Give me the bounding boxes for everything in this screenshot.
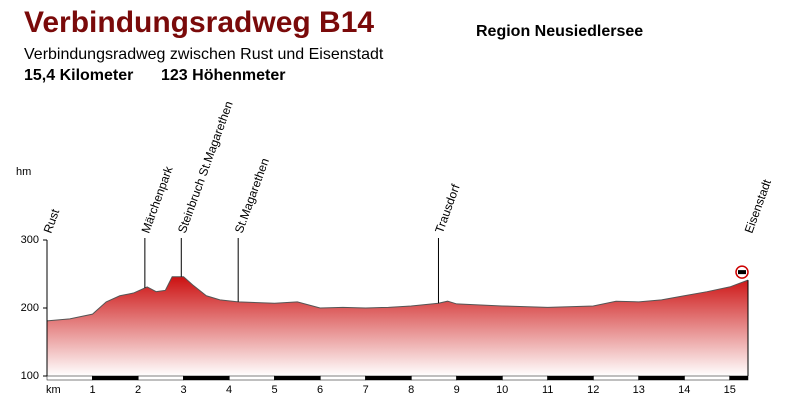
profile-line	[46, 276, 749, 322]
km-bar	[183, 375, 230, 381]
km-bar	[46, 375, 93, 381]
y-tick-label: 200	[21, 302, 39, 314]
km-bar	[456, 375, 503, 381]
x-tick-label: 2	[135, 384, 141, 396]
km-bar	[729, 375, 749, 381]
km-bar	[684, 375, 731, 381]
km-bar	[501, 375, 548, 381]
x-tick-label: 7	[363, 384, 369, 396]
area	[47, 276, 748, 376]
waypoint-label: Steinbruch St.Magarethen	[175, 99, 236, 235]
x-tick-label: 10	[496, 384, 508, 396]
destination-icon-inner	[738, 270, 746, 275]
y-tick-label: 100	[21, 370, 39, 382]
x-tick-label: 14	[678, 384, 690, 396]
waypoint-label: St.Magarethen	[232, 156, 272, 235]
x-axis-label: km	[46, 384, 61, 396]
waypoint-label: Trausdorf	[432, 182, 463, 235]
km-bar	[592, 375, 640, 381]
x-tick-label: 12	[587, 384, 599, 396]
km-bar	[547, 375, 594, 381]
waypoint-label: Rust	[41, 206, 63, 235]
x-tick-label: 8	[408, 384, 414, 396]
waypoint-label: Eisenstadt	[742, 177, 775, 235]
y-tick-label: 300	[21, 234, 39, 246]
km-bar	[274, 375, 321, 381]
km-bar	[365, 375, 412, 381]
distance: 15,4 Kilometer	[24, 67, 133, 84]
km-bar	[92, 375, 139, 381]
km-bar	[137, 375, 184, 381]
km-bar	[410, 375, 457, 381]
y-axis-label: hm	[16, 166, 31, 178]
x-tick-label: 5	[272, 384, 278, 396]
x-tick-label: 3	[180, 384, 186, 396]
km-bar	[228, 375, 275, 381]
x-tick-label: 15	[724, 384, 736, 396]
subtitle: Verbindungsradweg zwischen Rust und Eise…	[24, 46, 384, 63]
x-tick-label: 1	[89, 384, 95, 396]
x-tick-label: 9	[454, 384, 460, 396]
x-tick-label: 6	[317, 384, 323, 396]
x-tick-label: 4	[226, 384, 232, 396]
waypoint-label: Märchenpark	[139, 163, 176, 235]
km-bar	[319, 375, 366, 381]
chart-title: Verbindungsradweg B14	[24, 6, 374, 39]
climb: 123 Höhenmeter	[161, 67, 286, 84]
x-tick-label: 11	[542, 384, 553, 396]
x-tick-label: 13	[633, 384, 645, 396]
km-bar	[638, 375, 685, 381]
region: Region Neusiedlersee	[476, 23, 643, 40]
